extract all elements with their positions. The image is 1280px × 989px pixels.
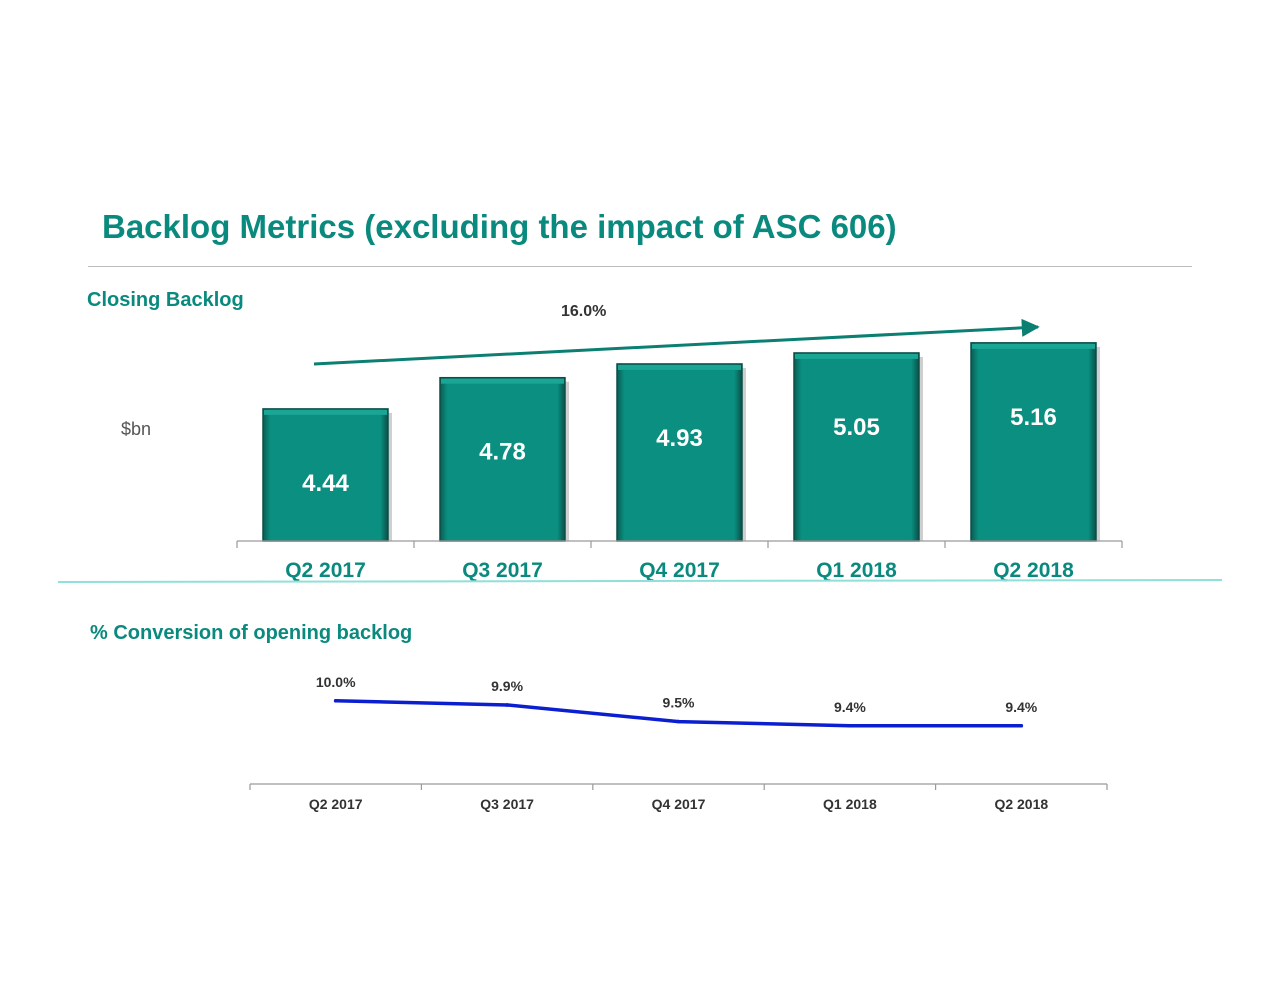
bar-value-label: 4.44 (302, 470, 349, 497)
conversion-point (333, 699, 338, 703)
bar-top-bevel (264, 409, 387, 415)
page-title: Backlog Metrics (excluding the impact of… (102, 208, 897, 245)
conversion-point (505, 703, 509, 707)
bar-top-bevel (441, 378, 564, 384)
conversion-line-chart: 10.0% 9.9% 9.5% 9.4% 9.4% Q2 2017 Q3 2017 Q4 2… (249, 674, 1108, 812)
conversion-value-label: 9.4% (834, 699, 866, 715)
bar-category-label: Q3 2017 (462, 559, 543, 582)
bar-chart-title: Closing Backlog (87, 289, 244, 311)
conversion-point (848, 723, 852, 728)
bar-top-bevel (618, 364, 741, 370)
conversion-value-label: 9.9% (491, 678, 523, 694)
title-divider (88, 266, 1192, 267)
growth-arrow (313, 318, 1040, 366)
bar-category-label: Q4 2017 (639, 559, 720, 582)
bar-category-label: Q2 2017 (285, 559, 366, 582)
bar-value-label: 4.78 (479, 439, 526, 466)
bar-q4-2017 (616, 363, 743, 542)
bar-value-label: 5.16 (1010, 404, 1057, 431)
bar-q1-2018 (793, 352, 920, 542)
bar-value-label: 5.05 (833, 414, 880, 441)
line-category-label: Q4 2017 (652, 796, 706, 812)
bar-q2-2017 (262, 408, 389, 542)
bar-category-label: Q1 2018 (816, 559, 897, 582)
line-category-label: Q2 2018 (994, 796, 1048, 812)
conversion-point (1019, 723, 1024, 728)
conversion-value-label: 9.5% (663, 695, 695, 711)
bar-top-bevel (972, 343, 1095, 349)
line-category-label: Q3 2017 (480, 796, 534, 812)
line-category-label: Q1 2018 (823, 796, 877, 812)
closing-backlog-bar-chart: 4.44 4.78 4.93 5.05 5.16 Q2 2017 Q3 2017 Q4 20… (236, 318, 1123, 582)
conversion-value-label: 9.4% (1005, 699, 1037, 715)
bar-category-label: Q2 2018 (993, 559, 1074, 582)
bar-top-bevel (795, 353, 918, 359)
line-category-label: Q2 2017 (309, 796, 363, 812)
growth-annotation: 16.0% (561, 303, 607, 320)
line-chart-title: % Conversion of opening backlog (90, 622, 413, 644)
bar-chart-unit-label: $bn (121, 419, 152, 439)
bar-value-label: 4.93 (656, 425, 703, 452)
conversion-value-label: 10.0% (316, 674, 356, 690)
bar-q2-2018 (970, 342, 1097, 542)
conversion-point (676, 719, 681, 724)
